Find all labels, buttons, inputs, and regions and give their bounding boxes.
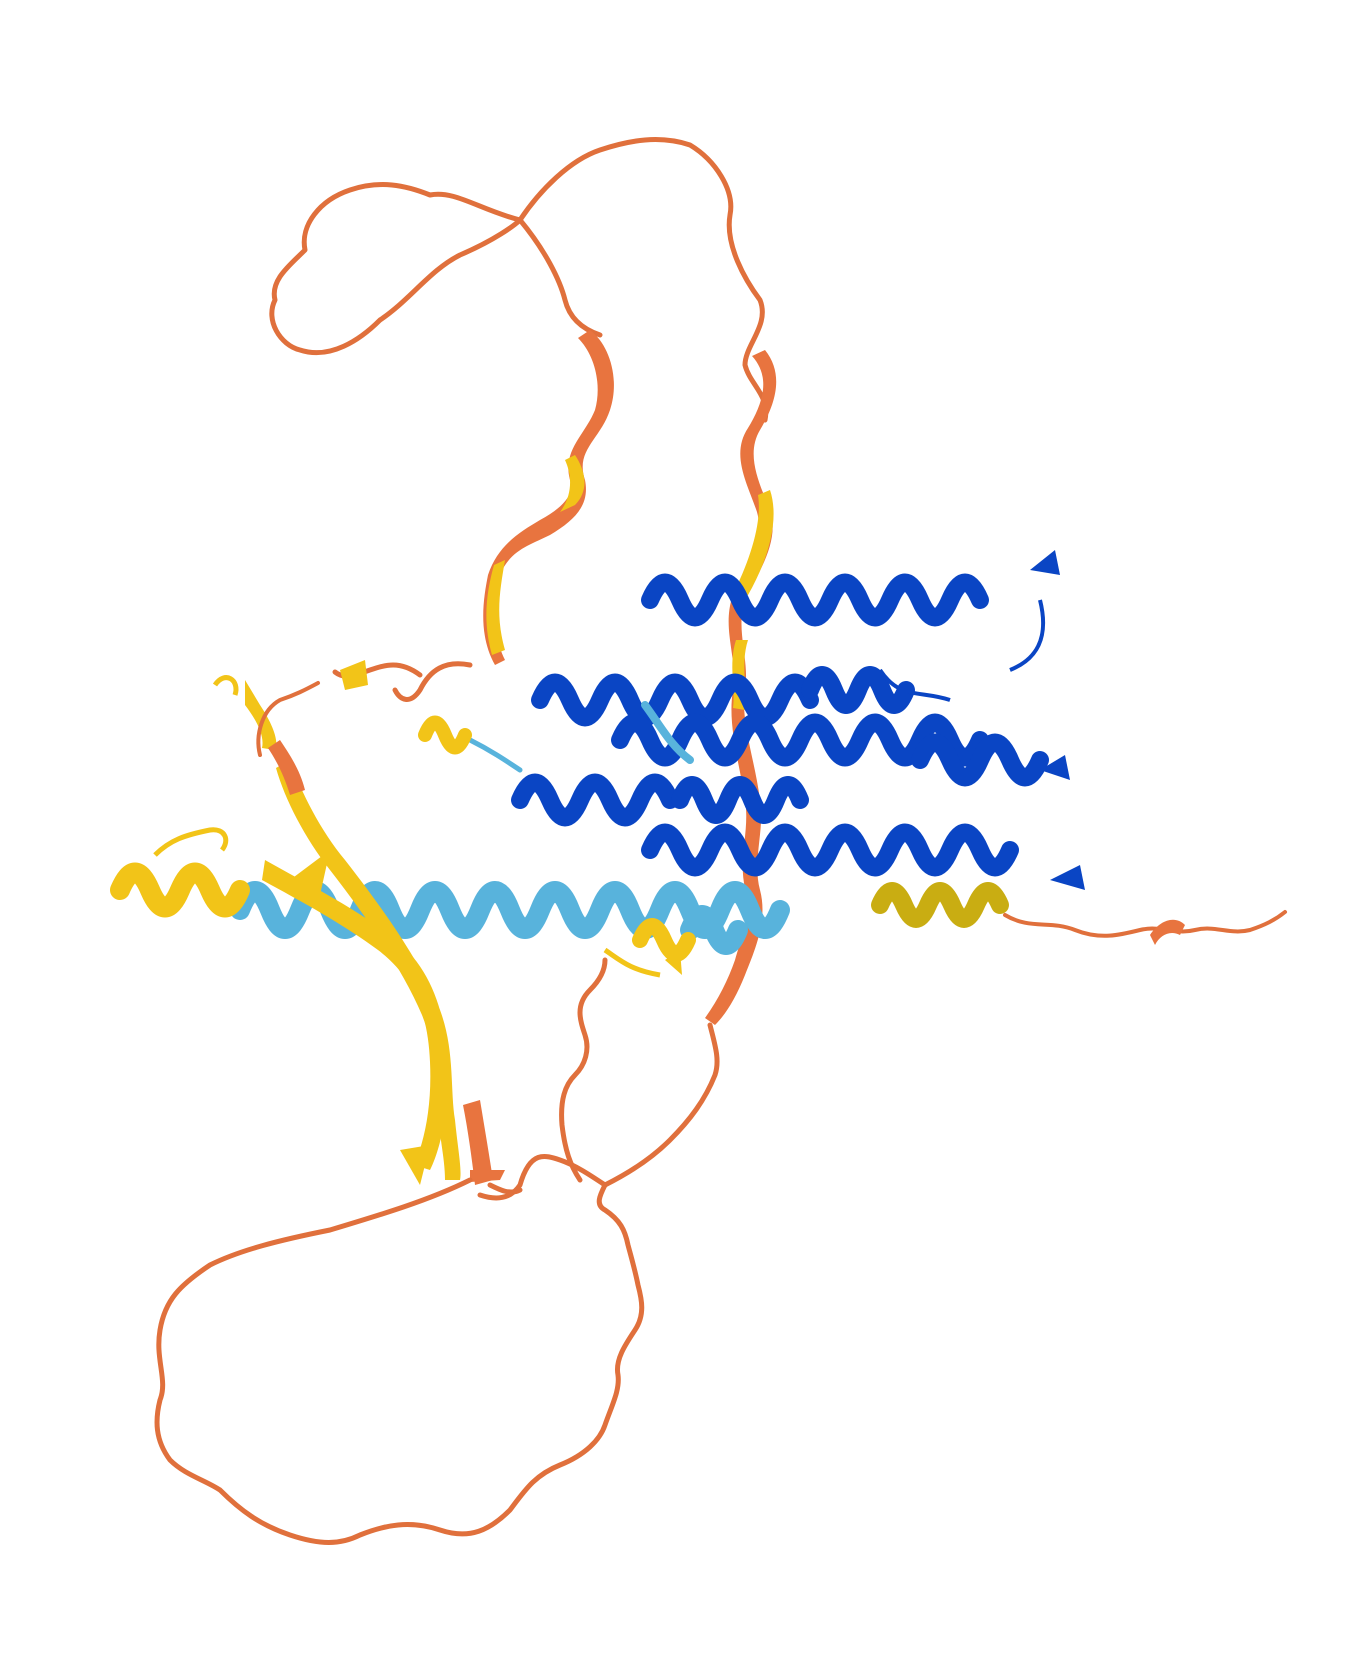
left-short-helix <box>110 827 250 918</box>
upper-left-ribbon <box>483 330 614 665</box>
left-beta-sheet <box>245 660 505 1185</box>
small-yellow-helix-center <box>212 675 696 978</box>
helical-bundle-core <box>511 550 1085 890</box>
olive-c-terminal-helix <box>871 882 1287 945</box>
upper-left-coil <box>256 681 320 757</box>
upper-disordered-loop <box>269 137 769 702</box>
lower-disordered-loop <box>154 957 720 1545</box>
